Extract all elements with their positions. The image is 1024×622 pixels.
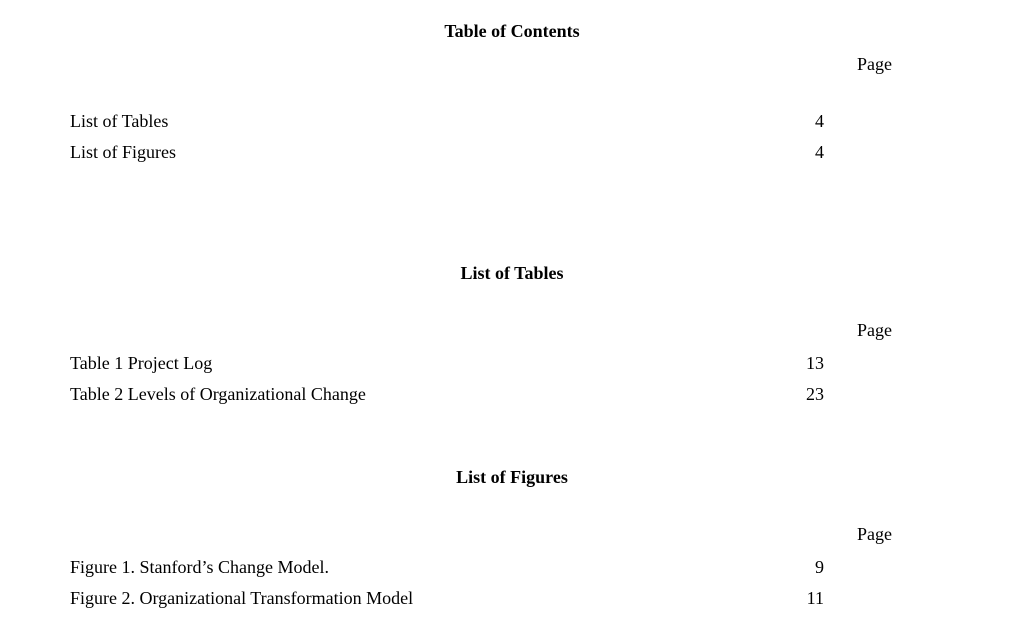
- section-heading-tables: List of Tables: [70, 260, 954, 287]
- section-heading-figures: List of Figures: [70, 464, 954, 491]
- toc-entry-page: 4: [734, 108, 824, 135]
- page-column-label: Page: [857, 317, 892, 344]
- table-entry: Table 1 Project Log 13: [70, 350, 954, 377]
- toc-entries: List of Tables 4 List of Figures 4: [70, 108, 954, 166]
- tables-entries: Table 1 Project Log 13 Table 2 Levels of…: [70, 350, 954, 408]
- table-entry-label: Table 1 Project Log: [70, 350, 734, 377]
- toc-entry-page: 4: [734, 139, 824, 166]
- document-page: Table of Contents Page List of Tables 4 …: [0, 0, 1024, 612]
- table-entry-page: 13: [734, 350, 824, 377]
- figure-entry-label: Figure 2. Organizational Transformation …: [70, 585, 734, 612]
- figure-entry-label: Figure 1. Stanford’s Change Model.: [70, 554, 734, 581]
- figure-entry-page: 9: [734, 554, 824, 581]
- page-column-label: Page: [857, 521, 892, 548]
- toc-entry-label: List of Figures: [70, 139, 734, 166]
- figures-entries: Figure 1. Stanford’s Change Model. 9 Fig…: [70, 554, 954, 612]
- page-label-row: Page: [70, 51, 954, 78]
- section-heading-toc: Table of Contents: [70, 18, 954, 45]
- table-entry-page: 23: [734, 381, 824, 408]
- page-column-label: Page: [857, 51, 892, 78]
- figure-entry-page: 11: [734, 585, 824, 612]
- section-gap: [70, 170, 954, 260]
- section-gap: [70, 412, 954, 464]
- toc-entry: List of Figures 4: [70, 139, 954, 166]
- figure-entry: Figure 1. Stanford’s Change Model. 9: [70, 554, 954, 581]
- toc-entry: List of Tables 4: [70, 108, 954, 135]
- figure-entry: Figure 2. Organizational Transformation …: [70, 585, 954, 612]
- table-entry: Table 2 Levels of Organizational Change …: [70, 381, 954, 408]
- toc-entry-label: List of Tables: [70, 108, 734, 135]
- table-entry-label: Table 2 Levels of Organizational Change: [70, 381, 734, 408]
- page-label-row: Page: [70, 521, 954, 548]
- page-label-row: Page: [70, 317, 954, 344]
